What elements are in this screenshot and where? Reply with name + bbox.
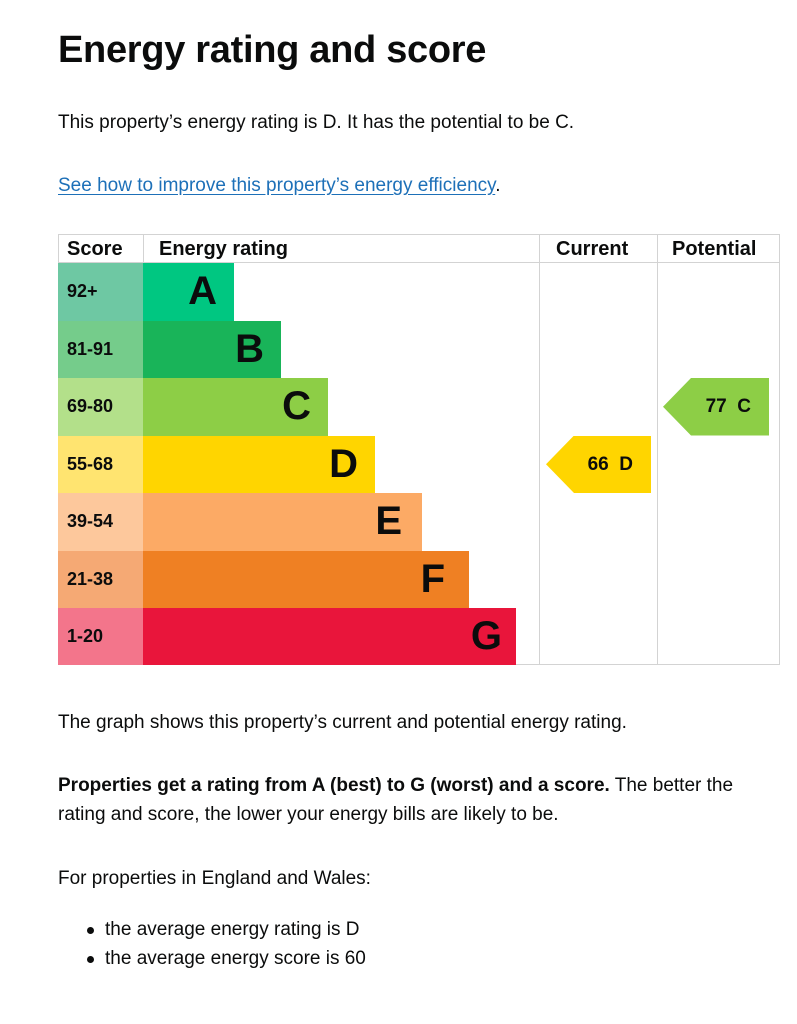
potential-rating-label: 77 C	[705, 396, 751, 417]
averages-list: the average energy rating is D the avera…	[58, 915, 366, 973]
score-range-c: 69-80	[58, 378, 143, 436]
score-range-e: 39-54	[58, 493, 143, 551]
average-score-item: the average energy score is 60	[58, 944, 366, 973]
energy-rating-chart: Score Energy rating Current Potential 92…	[58, 234, 780, 665]
rating-letter-a: A	[188, 269, 217, 313]
score-column-divider	[143, 234, 144, 263]
ratings-explanation-bold: Properties get a rating from A (best) to…	[58, 775, 610, 796]
current-column-divider	[539, 234, 540, 665]
rating-row-c: 69-80 C	[58, 378, 328, 436]
rating-letter-c: C	[282, 384, 311, 428]
rating-letter-b: B	[235, 326, 264, 371]
rating-row-f: 21-38 F	[58, 550, 469, 608]
rating-row-a: 92+ A	[58, 263, 234, 321]
chart-border-top	[58, 234, 780, 235]
rating-letter-d: D	[329, 441, 358, 486]
ratings-explanation-rest: The better the rating and score, the low…	[58, 775, 734, 825]
rating-letter-g: G	[470, 614, 502, 658]
rating-summary: This property’s energy rating is D. It h…	[58, 112, 575, 133]
rating-row-d: 55-68 D	[58, 435, 375, 493]
rating-row-b: 81-91 B	[58, 320, 281, 378]
rating-bar-a: A	[143, 263, 234, 321]
chart-border-right	[779, 234, 780, 665]
average-rating-item: the average energy rating is D	[58, 915, 366, 944]
header-divider	[58, 262, 780, 263]
rating-row-g: 1-20 G	[58, 608, 516, 665]
graph-description: The graph shows this property’s current …	[58, 712, 627, 733]
score-range-d: 55-68	[58, 435, 143, 493]
page-title: Energy rating and score	[58, 29, 487, 71]
potential-rating-arrow: 77 C	[663, 378, 769, 436]
link-suffix: .	[495, 175, 501, 196]
score-range-g: 1-20	[58, 608, 143, 665]
energy-rating-header: Energy rating	[159, 238, 288, 260]
improve-efficiency-link[interactable]: See how to improve this property’s energ…	[58, 175, 496, 196]
chart-border-bottom	[58, 664, 780, 665]
score-range-f: 21-38	[58, 550, 143, 608]
current-header: Current	[556, 238, 629, 260]
improve-link-paragraph: See how to improve this property’s energ…	[58, 173, 501, 199]
rating-bar-g: G	[143, 608, 516, 665]
rating-letter-f: F	[420, 556, 445, 601]
potential-header: Potential	[672, 238, 757, 260]
rating-letter-e: E	[375, 499, 402, 543]
current-rating-arrow: 66 D	[546, 435, 651, 493]
rating-bar-b: B	[143, 320, 281, 378]
score-header: Score	[67, 238, 123, 260]
score-range-b: 81-91	[58, 320, 143, 378]
rating-row-e: 39-54 E	[58, 493, 422, 551]
rating-bar-e: E	[143, 493, 422, 551]
rating-bar-d: D	[143, 435, 375, 493]
rating-bar-f: F	[143, 550, 469, 608]
ratings-explanation: Properties get a rating from A (best) to…	[58, 771, 783, 829]
region-intro: For properties in England and Wales:	[58, 868, 371, 889]
score-range-a: 92+	[58, 263, 143, 321]
rating-bar-c: C	[143, 378, 328, 436]
potential-column-divider	[657, 234, 658, 665]
current-rating-label: 66 D	[587, 453, 633, 475]
